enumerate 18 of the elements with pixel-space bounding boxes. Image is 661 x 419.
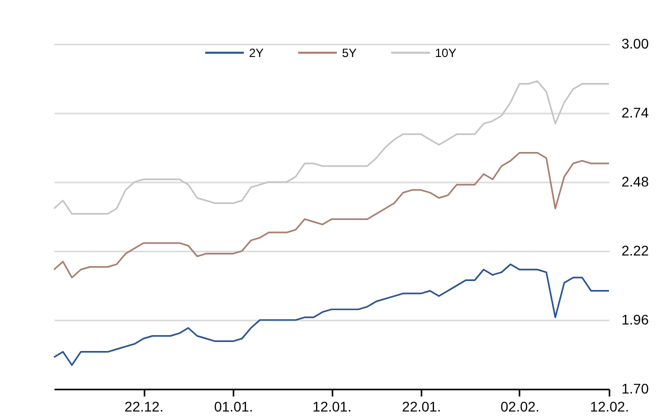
line-series bbox=[53, 263, 610, 366]
y-tick-label: 2.74 bbox=[622, 104, 649, 120]
x-tick-label: 01.01. bbox=[214, 398, 253, 414]
y-tick-label: 1.96 bbox=[622, 312, 649, 328]
x-tick-label: 02.02. bbox=[500, 398, 540, 414]
line-series bbox=[53, 80, 610, 215]
y-tick-label: 3.00 bbox=[622, 36, 649, 52]
line-series bbox=[53, 152, 610, 278]
y-tick-label: 2.22 bbox=[622, 242, 649, 258]
y-tick-label: 2.48 bbox=[622, 174, 649, 190]
legend-label: 2Y bbox=[249, 46, 264, 60]
x-tick-label: 22.12. bbox=[124, 398, 164, 414]
x-tick-label: 22.01. bbox=[402, 398, 441, 414]
x-tick-label: 12.02. bbox=[590, 398, 629, 414]
x-tick-label: 12.01. bbox=[312, 398, 352, 414]
legend-label: 10Y bbox=[435, 46, 456, 60]
y-tick-label: 1.70 bbox=[622, 380, 649, 396]
legend-label: 5Y bbox=[342, 46, 357, 60]
